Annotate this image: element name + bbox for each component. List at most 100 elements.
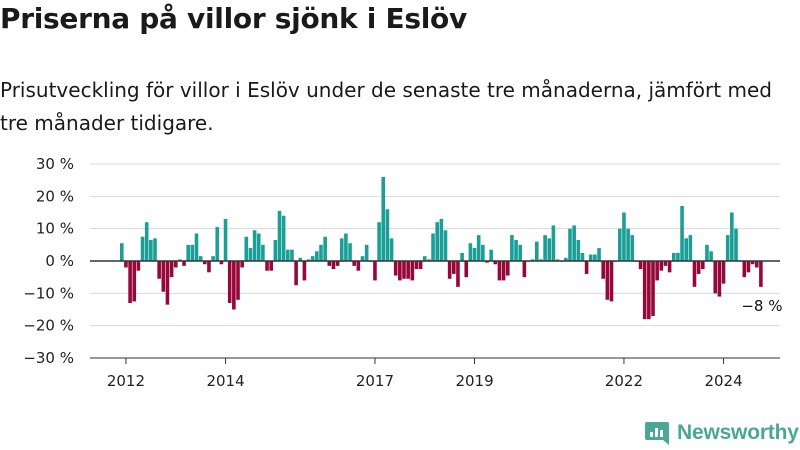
bar [261, 244, 265, 261]
bar [281, 215, 286, 261]
chart-subtitle: Prisutveckling för villor i Eslöv under … [0, 78, 772, 135]
bar [327, 261, 332, 266]
bar [136, 261, 141, 271]
bar [248, 248, 253, 261]
bar [406, 261, 410, 279]
bar [236, 261, 240, 300]
bar [734, 228, 738, 261]
bar [663, 261, 668, 266]
bar [319, 244, 323, 261]
newsworthy-logo-text: Newsworthy [677, 421, 799, 444]
y-tick-label: −20 % [23, 317, 74, 335]
bar [555, 259, 560, 261]
bar [182, 261, 186, 266]
bar [140, 236, 145, 261]
bar [630, 235, 635, 261]
bar [132, 261, 137, 302]
bar [144, 222, 149, 261]
bar [626, 228, 630, 261]
newsworthy-logo[interactable]: Newsworthy [644, 418, 799, 448]
bar [622, 212, 626, 261]
data-labels: −8 % [741, 297, 782, 315]
bar [696, 261, 701, 274]
bar [331, 261, 336, 270]
bar [256, 233, 261, 261]
bar [476, 235, 481, 261]
bar [750, 261, 755, 265]
x-axis: 2012 2014 2017 2019 2022 2024 [90, 357, 780, 390]
bar [452, 261, 456, 274]
bar [178, 259, 182, 261]
bar [742, 261, 747, 278]
bar [398, 261, 402, 281]
last-value-label: −8 % [741, 297, 782, 315]
bar [211, 256, 215, 261]
bar [730, 212, 734, 261]
bar [638, 261, 643, 270]
bar [219, 261, 224, 265]
bar [339, 238, 344, 261]
bars [120, 176, 763, 320]
bar [310, 256, 315, 261]
bar [381, 176, 386, 261]
bar [717, 261, 722, 297]
bar [759, 261, 763, 287]
bar [298, 257, 303, 261]
bar [588, 254, 593, 261]
bar [688, 235, 693, 261]
bar [460, 252, 464, 261]
x-tick-label: 2017 [356, 372, 394, 390]
bar [701, 261, 705, 270]
bar [315, 251, 319, 261]
bar [244, 236, 249, 261]
bar [190, 244, 195, 261]
bar [269, 261, 273, 271]
bar [568, 228, 572, 261]
bar [157, 261, 161, 279]
bar [680, 206, 684, 261]
y-tick-label: −30 % [23, 349, 74, 367]
bar [584, 261, 589, 274]
bar [518, 244, 522, 261]
bar [344, 233, 348, 261]
bar [215, 227, 220, 261]
bar [472, 248, 477, 261]
bar [576, 239, 581, 261]
bar [659, 261, 664, 271]
bar [709, 251, 713, 261]
bar [431, 233, 435, 261]
bar [377, 222, 381, 261]
bar [493, 261, 498, 265]
bar [286, 249, 290, 261]
bar [593, 254, 597, 261]
bar [501, 261, 506, 281]
bar [373, 261, 377, 281]
bar [456, 261, 460, 287]
y-tick-label: −10 % [23, 284, 74, 302]
bar [530, 259, 535, 261]
bar [173, 261, 178, 268]
bar [543, 235, 547, 261]
bar [124, 261, 128, 268]
bar [485, 261, 489, 263]
bar [489, 249, 493, 261]
bar [356, 261, 361, 271]
bar [186, 244, 190, 261]
bar [227, 261, 232, 304]
x-tick-label: 2012 [107, 372, 145, 390]
bar [165, 261, 170, 305]
bar [564, 257, 568, 261]
bar [439, 218, 444, 261]
bar [198, 256, 203, 261]
bar [402, 261, 406, 279]
bar [721, 261, 726, 284]
bar [647, 261, 651, 320]
bar [169, 261, 174, 278]
bar [277, 210, 282, 261]
bar [692, 261, 697, 287]
bar [713, 261, 718, 294]
y-tick-label: 10 % [36, 220, 74, 238]
bar [642, 261, 647, 320]
bar [605, 261, 610, 300]
